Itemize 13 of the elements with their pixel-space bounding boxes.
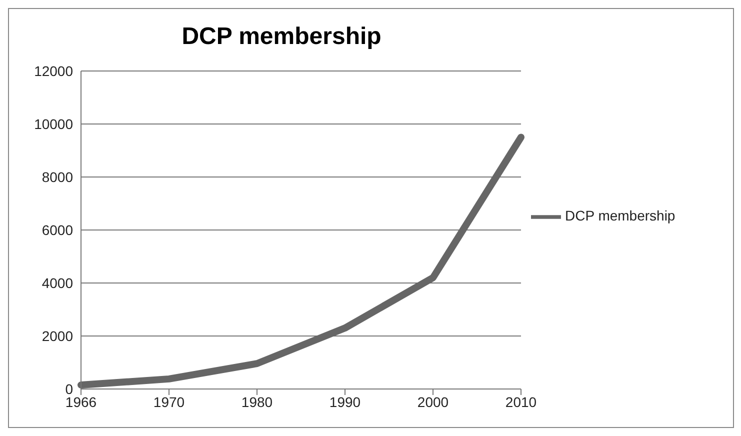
x-tick-label: 2010 — [505, 394, 537, 410]
legend-label: DCP membership — [565, 208, 676, 224]
y-tick-label: 10000 — [34, 116, 74, 132]
x-tick-label: 1990 — [329, 394, 361, 410]
x-tick-label: 2000 — [417, 394, 449, 410]
chart-title: DCP membership — [180, 23, 382, 51]
x-tick-label: 1970 — [153, 394, 185, 410]
x-tick-label: 1980 — [241, 394, 273, 410]
y-tick-label: 8000 — [42, 168, 74, 185]
y-tick-label: 4000 — [42, 274, 74, 291]
y-tick-label: 2000 — [42, 328, 74, 344]
y-tick-label: 12000 — [34, 62, 74, 79]
y-tick-label: 6000 — [42, 222, 74, 238]
